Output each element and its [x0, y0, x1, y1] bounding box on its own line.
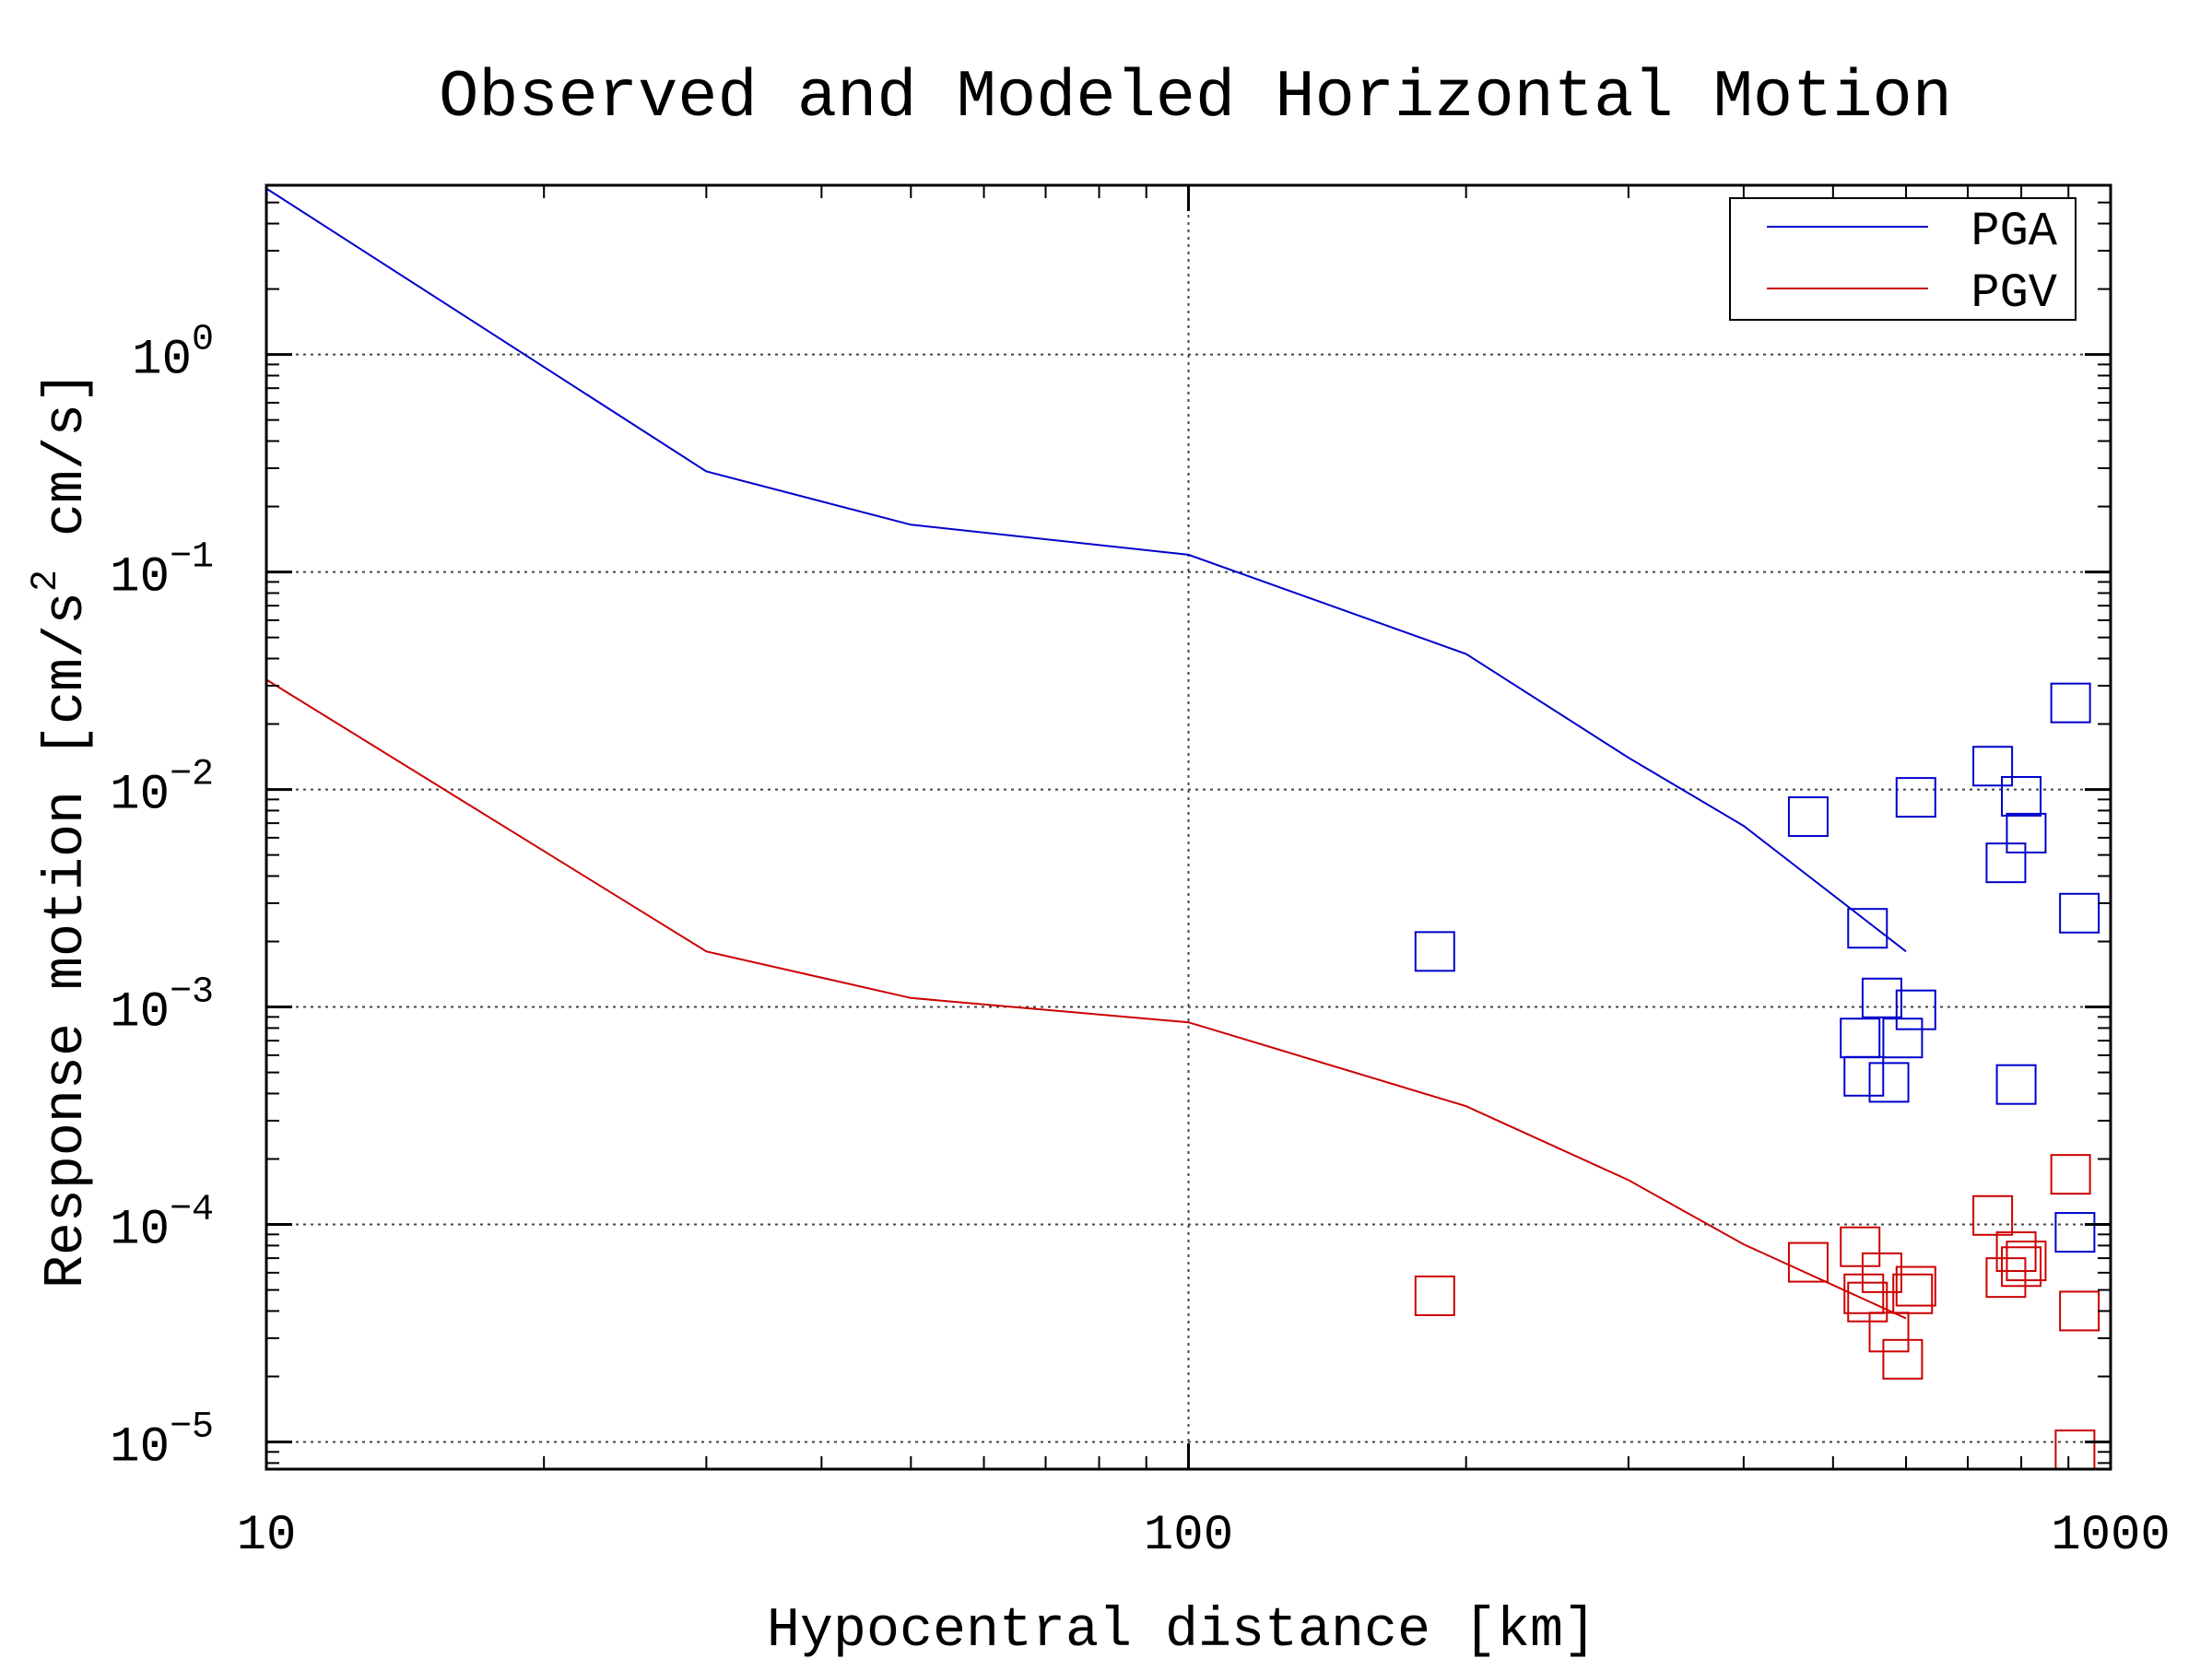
data-point-pgv — [1895, 1265, 1936, 1307]
plot-data — [265, 187, 2100, 1471]
data-point-pga — [1895, 777, 1936, 818]
y-tick-label: 10−4 — [110, 1190, 214, 1259]
data-point-pga — [2059, 892, 2100, 934]
data-point-pgv — [1972, 1194, 2014, 1236]
data-point-pgv — [1787, 1241, 1829, 1283]
tick-marks — [265, 184, 2112, 1469]
data-point-pga — [1843, 1055, 1885, 1097]
chart-title: Observed and Modeled Horizontal Motion — [439, 60, 1952, 135]
y-tick-label: 10−2 — [110, 755, 214, 824]
legend-box — [1729, 197, 2077, 321]
legend-label-pgv: PGV — [1971, 266, 2057, 321]
y-axis-label: Response motion [cm/s2 cm/s] — [26, 371, 99, 1288]
data-point-pgv — [1892, 1273, 1934, 1314]
y-tick-label-base: 10 — [110, 768, 170, 824]
y-tick-label: 100 — [132, 320, 214, 389]
data-point-pga — [2006, 812, 2047, 853]
data-point-pgv — [1861, 1252, 1902, 1293]
data-point-pga — [1895, 989, 1936, 1030]
data-point-pgv — [1995, 1231, 2037, 1273]
series-line-pgv — [265, 678, 1907, 1320]
y-axis-label-superscript: 2 — [26, 570, 67, 592]
data-point-pga — [1840, 1018, 1881, 1059]
y-tick-label: 10−3 — [110, 972, 214, 1041]
data-point-pgv — [2050, 1154, 2091, 1195]
data-point-pgv — [2001, 1246, 2042, 1288]
data-point-pga — [2001, 776, 2042, 818]
data-point-pga — [1847, 908, 1888, 949]
y-tick-label-exponent: −4 — [170, 1190, 214, 1231]
data-point-pga — [1861, 977, 1902, 1018]
y-tick-label-exponent: 0 — [192, 320, 214, 361]
data-point-pgv — [1882, 1338, 1924, 1380]
data-point-pga — [2050, 682, 2091, 724]
x-tick-label: 100 — [1144, 1508, 1233, 1564]
data-point-pga — [2054, 1212, 2096, 1253]
data-point-pga — [1972, 746, 2014, 787]
legend-label-pga: PGA — [1971, 205, 2057, 259]
data-point-pga — [1985, 842, 2027, 884]
data-point-pga — [1882, 1018, 1924, 1059]
data-point-pgv — [2006, 1241, 2047, 1282]
y-tick-label: 10−1 — [110, 537, 214, 606]
series-line-pga — [265, 187, 1907, 953]
data-point-pga — [1868, 1062, 1910, 1103]
legend: PGA PGV — [1729, 197, 2077, 321]
data-point-pgv — [1847, 1281, 1888, 1323]
y-tick-label-base: 10 — [110, 1420, 170, 1477]
data-point-pgv — [2059, 1290, 2100, 1332]
y-tick-label: 10−5 — [110, 1407, 214, 1477]
x-tick-label: 10 — [237, 1508, 297, 1564]
y-tick-label-exponent: −5 — [170, 1407, 214, 1449]
data-point-pga — [1995, 1064, 2037, 1105]
grid-lines — [266, 185, 2111, 1469]
y-tick-label-base: 10 — [110, 550, 170, 606]
data-point-pgv — [1840, 1226, 1881, 1267]
x-tick-label: 1000 — [2051, 1508, 2171, 1564]
data-point-pgv — [1843, 1273, 1885, 1314]
y-tick-label-base: 10 — [132, 333, 192, 389]
data-point-pgv — [1985, 1257, 2027, 1299]
y-tick-label-exponent: −1 — [170, 537, 214, 579]
y-tick-label-exponent: −2 — [170, 755, 214, 796]
y-tick-label-exponent: −3 — [170, 972, 214, 1014]
y-tick-label-base: 10 — [110, 985, 170, 1041]
data-point-pgv — [1868, 1312, 1910, 1353]
data-point-pga — [1414, 931, 1455, 972]
x-axis-label: Hypocentral distance [km] — [767, 1600, 1596, 1659]
y-axis-label-prefix: Response motion [cm/s — [36, 592, 99, 1288]
y-axis-label-suffix: cm/s] — [36, 371, 99, 570]
data-point-pgv — [2054, 1430, 2096, 1471]
data-point-pga — [1787, 796, 1829, 838]
y-tick-label-base: 10 — [110, 1203, 170, 1259]
data-point-pgv — [1414, 1275, 1455, 1316]
